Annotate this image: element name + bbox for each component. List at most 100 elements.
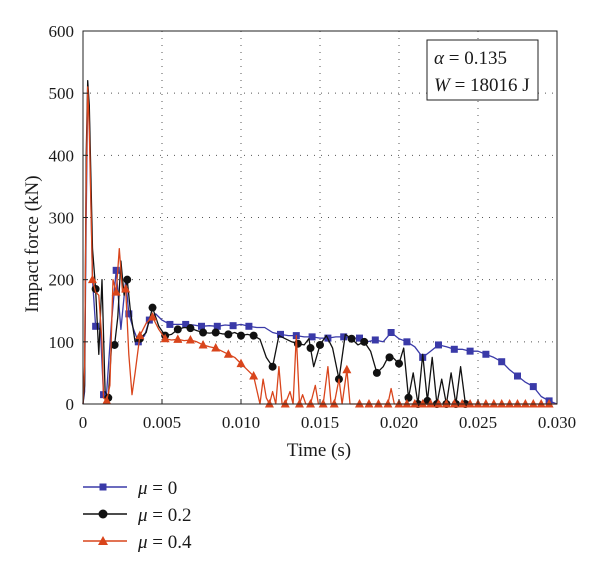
data-point: [364, 399, 374, 408]
legend-mu-symbol: μ: [137, 505, 148, 526]
data-point: [383, 399, 393, 408]
legend-mu-symbol: μ: [137, 532, 148, 553]
data-point: [449, 399, 459, 408]
data-point: [229, 322, 237, 330]
data-point: [426, 399, 436, 408]
data-point: [489, 399, 499, 408]
data-point: [520, 399, 530, 408]
data-point: [199, 328, 208, 337]
x-tick-label: 0.020: [380, 413, 418, 432]
w-symbol: W: [434, 75, 452, 96]
svg-text:μ = 0.4: μ = 0.4: [137, 532, 192, 553]
y-tick-label: 400: [49, 146, 75, 165]
annotation-energy: W = 18016 J: [434, 75, 530, 96]
legend-mu-0-value: = 0: [148, 478, 178, 499]
data-point: [498, 358, 506, 366]
data-point: [465, 399, 475, 408]
data-point: [223, 349, 233, 358]
x-tick-label: 0: [79, 413, 88, 432]
data-point: [249, 331, 258, 340]
data-point: [123, 275, 132, 284]
data-point: [237, 331, 245, 340]
data-point: [121, 283, 131, 293]
data-point: [268, 362, 277, 371]
data-point: [308, 333, 316, 341]
data-point: [371, 336, 379, 344]
data-point: [182, 320, 190, 328]
data-point: [224, 330, 233, 339]
data-point: [198, 322, 205, 330]
w-value: = 18016 J: [450, 75, 530, 96]
data-point: [342, 364, 352, 374]
alpha-symbol: α: [434, 48, 445, 69]
annotation-alpha: α = 0.135: [434, 48, 507, 69]
data-point: [186, 324, 195, 333]
data-point: [457, 399, 467, 408]
data-point: [356, 334, 363, 342]
y-tick-label: 500: [49, 84, 75, 103]
data-point: [264, 399, 274, 408]
parameter-annotation-box: α = 0.135 W = 18016 J: [426, 39, 539, 101]
data-point: [536, 399, 546, 408]
data-point: [360, 337, 369, 346]
data-point: [91, 284, 100, 293]
data-point: [387, 329, 395, 337]
data-point: [497, 399, 507, 408]
legend-mu-0.2-value: = 0.2: [148, 505, 192, 526]
data-point: [505, 399, 515, 408]
svg-text:μ = 0.2: μ = 0.2: [137, 505, 192, 526]
data-point: [385, 353, 394, 362]
x-tick-label: 0.005: [143, 413, 181, 432]
series-layer: [82, 80, 558, 408]
y-tick-label: 200: [49, 271, 75, 290]
data-point: [513, 399, 522, 408]
data-point: [402, 399, 412, 408]
data-point: [329, 399, 339, 408]
data-point: [112, 266, 120, 274]
legend-entry-mu-0: μ = 0: [83, 478, 177, 499]
data-point: [294, 399, 304, 408]
annotation-frame: [426, 39, 539, 101]
svg-text:μ = 0: μ = 0: [137, 478, 177, 499]
data-point: [236, 358, 246, 368]
y-axis-label: Impact force (kN): [22, 175, 43, 312]
data-point: [280, 399, 290, 408]
data-point: [514, 372, 521, 380]
data-point: [435, 341, 442, 349]
data-point: [418, 399, 428, 408]
data-point: [404, 393, 413, 402]
x-tick-label: 0.025: [459, 413, 497, 432]
data-point: [347, 334, 356, 343]
data-point: [198, 339, 208, 349]
legend-entry-mu-0.2: μ = 0.2: [83, 505, 192, 526]
legend-marker-triangle: [98, 536, 108, 545]
legend: μ = 0 μ = 0.2 μ = 0.4: [83, 478, 192, 553]
data-point: [125, 310, 133, 318]
x-tick-label: 0.030: [538, 413, 576, 432]
y-tick-label: 0: [66, 395, 75, 414]
y-tick-label: 300: [49, 209, 75, 228]
data-point: [466, 347, 474, 355]
legend-marker-circle: [98, 509, 108, 519]
legend-mu-symbol: μ: [137, 478, 148, 499]
data-point: [245, 322, 253, 330]
data-point: [316, 340, 324, 349]
data-point: [166, 320, 174, 328]
y-tick-label: 600: [49, 22, 75, 41]
data-point: [306, 344, 315, 353]
data-point: [410, 399, 420, 408]
data-point: [148, 303, 157, 312]
x-tick-label: 0.015: [301, 413, 339, 432]
data-point: [277, 330, 284, 338]
data-point: [434, 399, 443, 408]
data-point: [529, 383, 537, 391]
data-point: [355, 399, 364, 408]
data-point: [450, 345, 458, 353]
data-point: [87, 274, 97, 284]
data-point: [211, 343, 221, 352]
series-line: [82, 80, 471, 405]
legend-marker-square: [99, 483, 107, 491]
data-point: [340, 333, 348, 341]
data-point: [373, 399, 383, 408]
